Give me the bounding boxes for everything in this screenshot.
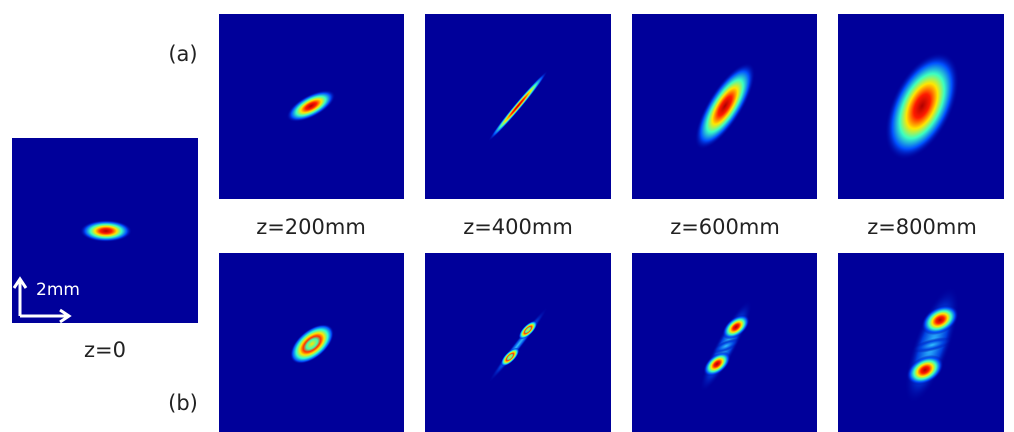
panel-label: z=200mm (256, 215, 366, 239)
row-label: (b) (168, 391, 198, 415)
panel-label: z=800mm (867, 215, 977, 239)
beam-spot (80, 220, 132, 242)
panel-label: z=400mm (463, 215, 573, 239)
figure: 2mm z=0 (a) (b) z=200mm z=400mm z=600mm … (0, 0, 1014, 432)
panel-label: z=600mm (670, 215, 780, 239)
row-label: (a) (168, 42, 197, 66)
scale-bar-label: 2mm (36, 280, 80, 300)
panel-label: z=0 (84, 338, 126, 362)
